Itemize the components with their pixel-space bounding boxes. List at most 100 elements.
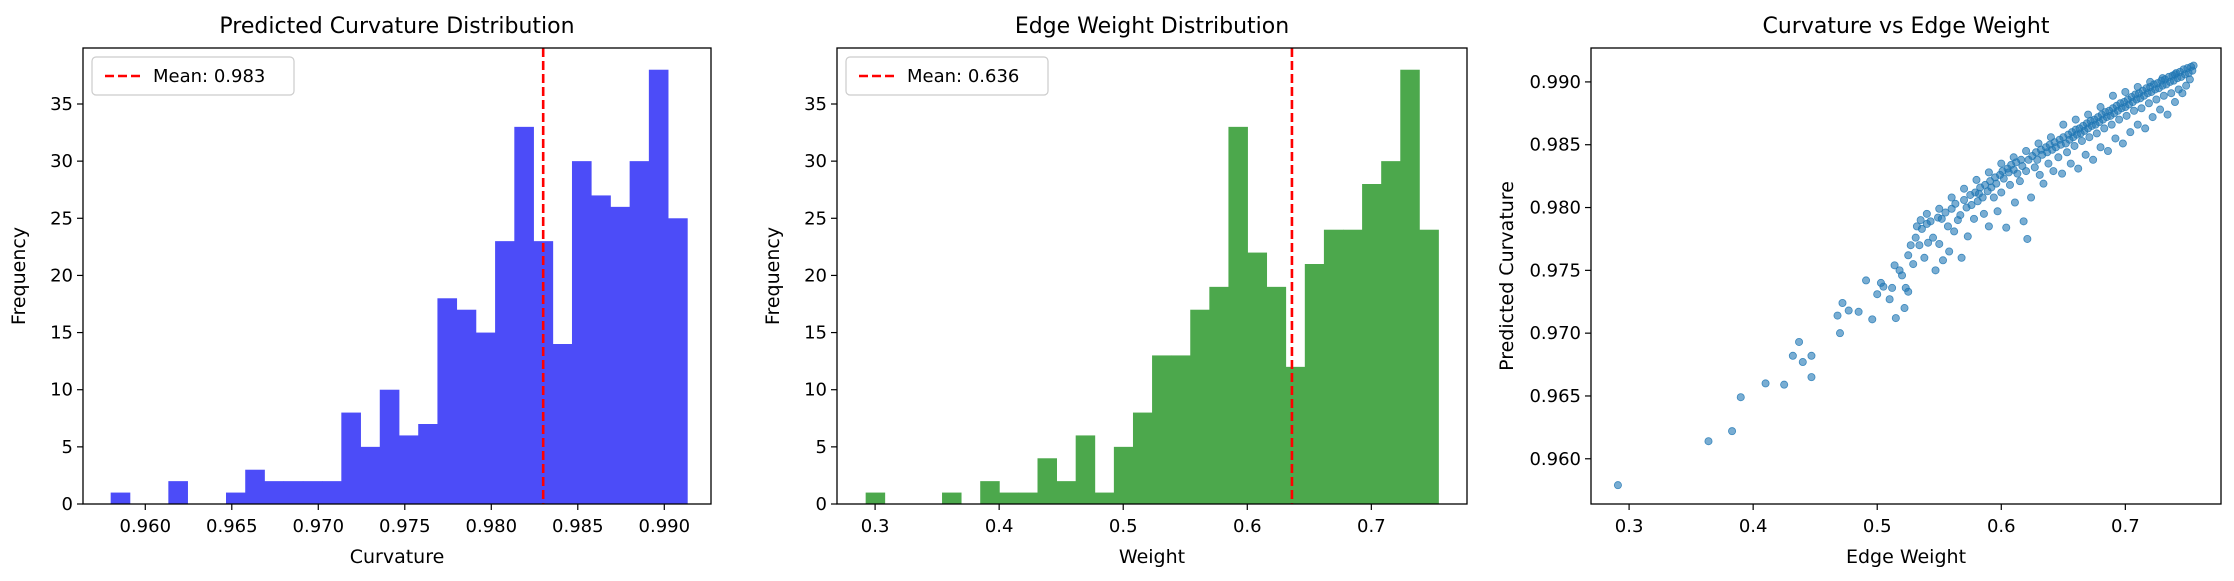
scatter-point [2121, 87, 2130, 96]
x-tick-label: 0.7 [1357, 516, 1386, 537]
scatter-point [2100, 124, 2109, 133]
scatter-point [2022, 167, 2031, 176]
x-axis-label: Curvature [350, 546, 445, 568]
scatter-point [1761, 379, 1770, 388]
scatter-point [2049, 167, 2058, 176]
scatter-point [2159, 91, 2168, 100]
scatter-point [1999, 174, 2008, 183]
scatter-point [2096, 143, 2105, 152]
histogram-bar [1132, 412, 1153, 504]
scatter-point [1950, 227, 1959, 236]
legend: Mean: 0.983 [91, 56, 295, 96]
scatter-point [1937, 214, 1946, 223]
scatter-point [1915, 241, 1924, 250]
scatter-point [2019, 217, 2028, 226]
scatter-point [1943, 222, 1952, 231]
scatter-point [2130, 106, 2139, 115]
x-tick-label: 0.4 [985, 516, 1014, 537]
histogram-bar [1304, 264, 1325, 504]
scatter-point [2044, 159, 2053, 168]
scatter-point [1873, 290, 1882, 299]
scatter-point [2066, 159, 2075, 168]
x-tick-label: 0.6 [1233, 516, 1262, 537]
chart-panel-3: 0.3 0.4 0.5 0.6 0.7 0.960 0.965 0.970 0.975 0.980… [1496, 14, 2222, 568]
histogram-bar [379, 389, 400, 504]
scatter-point [1906, 241, 1915, 250]
histogram-bar [1075, 435, 1096, 504]
scatter-point [2103, 147, 2112, 156]
histogram-bar [999, 492, 1019, 504]
scatter-point [2033, 155, 2042, 164]
scatter-point [2071, 115, 2080, 124]
scatter-point [2081, 150, 2090, 159]
y-tick-label: 0.990 [1529, 72, 1581, 93]
histogram-bar [1113, 446, 1134, 504]
histogram-bar [1018, 492, 1038, 504]
scatter-point [2146, 77, 2155, 86]
y-tick-label: 25 [804, 208, 827, 229]
scatter-point [1931, 266, 1940, 275]
scatter-point [1844, 306, 1853, 315]
scatter-point [2107, 120, 2116, 129]
scatter-point [2089, 155, 2098, 164]
scatter-point [1945, 247, 1954, 256]
scatter-point [2156, 105, 2165, 114]
scatter-point [2118, 139, 2127, 148]
scatter-point [2133, 120, 2142, 129]
scatter-point [2158, 74, 2167, 83]
chart-panel-2: 0.3 0.4 0.5 0.6 0.7 0 5 10 15 20 25 30 35 Edge Weight… [762, 14, 1468, 568]
histogram-bar [475, 332, 496, 504]
y-tick-label: 30 [804, 151, 827, 172]
histogram-bar [1381, 161, 1401, 504]
histogram-bar [1266, 286, 1287, 504]
y-tick-label: 35 [804, 94, 827, 115]
scatter-point [1929, 233, 1938, 242]
histogram-bar [1056, 481, 1077, 504]
y-tick-label: 0.970 [1529, 323, 1581, 344]
scatter-point [2133, 82, 2142, 91]
legend-label: Mean: 0.983 [153, 66, 265, 87]
y-tick-label: 25 [50, 208, 73, 229]
histogram-bar [264, 481, 285, 504]
scatter-point [2096, 103, 2105, 112]
y-tick-label: 0.960 [1529, 449, 1581, 470]
scatter-point [1917, 224, 1926, 233]
histogram-bar [571, 161, 592, 504]
scatter-point [2167, 89, 2176, 98]
histogram-bar [1400, 69, 1420, 504]
chart-title: Curvature vs Edge Weight [1763, 14, 2050, 39]
histogram-bar [1285, 366, 1306, 504]
scatter-point [1938, 256, 1947, 265]
scatter-point [1898, 271, 1907, 280]
scatter-point [2013, 169, 2022, 178]
scatter-point [1924, 238, 1933, 247]
scatter-point [1788, 351, 1797, 360]
scatter-point [1978, 193, 1987, 202]
scatter-point [2039, 179, 2048, 188]
chart-title: Edge Weight Distribution [1015, 14, 1289, 39]
legend-label: Mean: 0.636 [907, 66, 1019, 87]
y-axis-label: Predicted Curvature [1496, 181, 1518, 371]
histogram-bar [418, 424, 438, 504]
scatter-point [1868, 315, 1877, 324]
scatter-point [1956, 211, 1965, 220]
scatter-point [1736, 393, 1745, 402]
scatter-point [1997, 159, 2006, 168]
scatter-point [1911, 233, 1920, 242]
axes-frame [1590, 47, 2222, 505]
scatter-point [1613, 481, 1622, 490]
legend: Mean: 0.636 [845, 56, 1049, 96]
scatter-point [1967, 201, 1976, 210]
x-tick-label: 0.985 [552, 516, 604, 537]
histogram-bar [533, 241, 554, 504]
histogram-bar [456, 309, 477, 504]
y-tick-label: 30 [50, 151, 73, 172]
legend-box [91, 56, 295, 96]
scatter-point [1909, 260, 1918, 269]
scatter-point [1972, 175, 1981, 184]
histogram-bar [168, 481, 188, 504]
scatter-point [1935, 239, 1944, 248]
histogram-bar [341, 412, 361, 504]
scatter-point [1704, 437, 1713, 446]
scatter-point [2122, 111, 2131, 120]
